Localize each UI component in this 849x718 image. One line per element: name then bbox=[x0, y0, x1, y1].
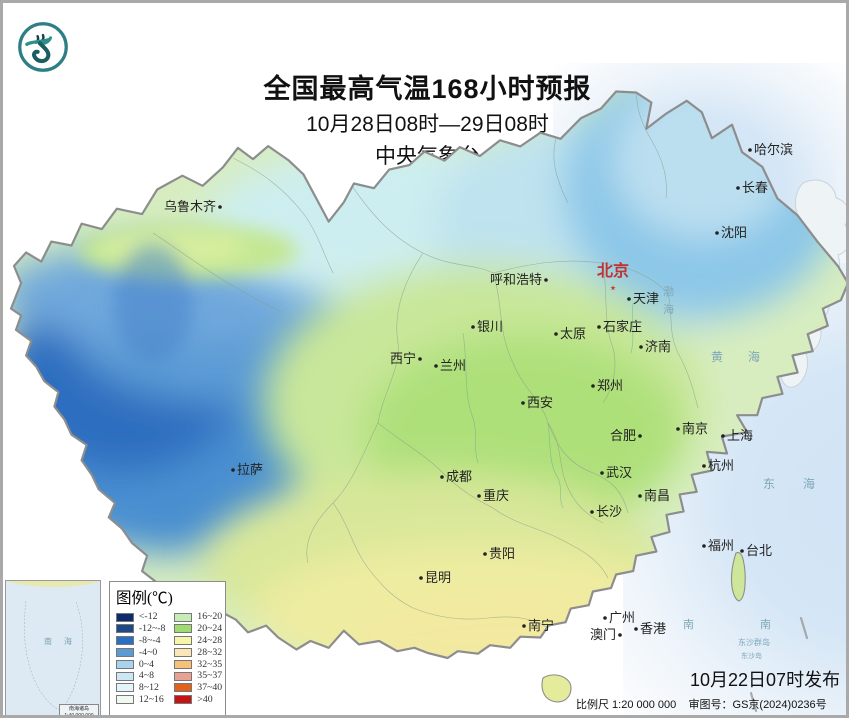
svg-text:郑州: 郑州 bbox=[597, 378, 623, 393]
svg-text:澳门: 澳门 bbox=[590, 627, 616, 642]
svg-text:合肥: 合肥 bbox=[610, 428, 636, 443]
svg-text:海: 海 bbox=[663, 302, 674, 316]
svg-text:南昌: 南昌 bbox=[644, 488, 670, 503]
svg-text:南京: 南京 bbox=[682, 421, 708, 436]
svg-text:台北: 台北 bbox=[746, 543, 772, 558]
svg-text:广州: 广州 bbox=[609, 610, 635, 625]
svg-text:上海: 上海 bbox=[727, 428, 753, 443]
svg-text:南: 南 bbox=[683, 618, 694, 631]
svg-text:济南: 济南 bbox=[645, 339, 671, 354]
svg-text:南宁: 南宁 bbox=[528, 618, 554, 633]
svg-text:昆明: 昆明 bbox=[425, 570, 451, 585]
svg-text:重庆: 重庆 bbox=[483, 488, 509, 503]
svg-text:乌鲁木齐: 乌鲁木齐 bbox=[164, 199, 216, 214]
svg-text:东: 东 bbox=[763, 477, 775, 491]
svg-text:太原: 太原 bbox=[560, 326, 586, 341]
svg-text:渤: 渤 bbox=[663, 285, 674, 298]
svg-text:福州: 福州 bbox=[708, 538, 734, 553]
svg-text:香港: 香港 bbox=[640, 621, 666, 636]
svg-text:兰州: 兰州 bbox=[440, 358, 466, 373]
svg-text:贵阳: 贵阳 bbox=[489, 546, 515, 561]
svg-text:海: 海 bbox=[803, 476, 815, 491]
svg-text:呼和浩特: 呼和浩特 bbox=[490, 272, 542, 287]
svg-text:石家庄: 石家庄 bbox=[603, 319, 642, 334]
svg-text:天津: 天津 bbox=[633, 291, 659, 306]
svg-text:武汉: 武汉 bbox=[606, 465, 632, 480]
svg-text:海: 海 bbox=[748, 349, 760, 364]
svg-text:北京: 北京 bbox=[597, 261, 629, 280]
svg-text:东沙岛: 东沙岛 bbox=[741, 651, 762, 660]
svg-text:杭州: 杭州 bbox=[708, 458, 734, 473]
svg-text:长春: 长春 bbox=[742, 180, 768, 195]
svg-text:长沙: 长沙 bbox=[596, 504, 622, 519]
svg-text:西宁: 西宁 bbox=[390, 351, 416, 366]
svg-text:银川: 银川 bbox=[477, 319, 503, 334]
svg-text:东沙群岛: 东沙群岛 bbox=[738, 637, 770, 647]
svg-text:沈阳: 沈阳 bbox=[721, 225, 747, 240]
svg-text:西安: 西安 bbox=[527, 395, 553, 410]
svg-text:成都: 成都 bbox=[446, 469, 472, 484]
svg-text:黄: 黄 bbox=[711, 350, 723, 364]
svg-text:哈尔滨: 哈尔滨 bbox=[754, 142, 793, 157]
svg-text:南: 南 bbox=[760, 618, 771, 631]
svg-text:拉萨: 拉萨 bbox=[237, 462, 263, 477]
